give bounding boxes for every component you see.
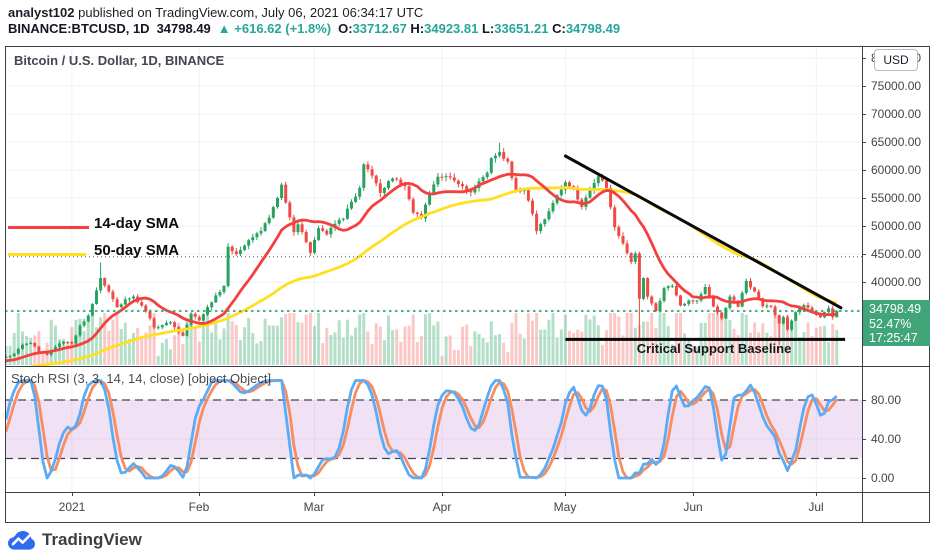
price-tick-label: 70000.00 [871,107,922,121]
byline-author: analyst102 [8,5,75,20]
time-tick-label: Jul [808,500,824,514]
sma50-legend-label: 50-day SMA [94,242,180,259]
badge-price: 34798.49 [869,302,922,316]
ohlc-values: O:33712.67 H:34923.81 L:33651.21 C:34798… [338,21,620,36]
stoch-tick-mark [862,400,866,401]
price-tick-label: 55000.00 [871,191,922,205]
time-tick-mark [199,492,200,496]
time-tick-label: Feb [188,500,210,514]
price-tick-mark [862,282,866,283]
byline-text: published on TradingView.com, July 06, 2… [74,5,424,20]
price-tick-mark [862,226,866,227]
stoch-k-line [5,379,838,480]
price-tick-label: 75000.00 [871,79,922,93]
stoch-tick-label: 40.00 [871,432,902,446]
time-tick-label: Mar [303,500,325,514]
byline: analyst102 published on TradingView.com,… [8,5,423,20]
sma14-line [5,172,838,363]
price-tick-label: 60000.00 [871,163,922,177]
price-tick-mark [862,170,866,171]
panel-border-top [5,46,930,47]
time-axis[interactable]: 2021 Feb Mar Apr May Jun Jul [5,492,862,522]
price-tick-mark [862,86,866,87]
panel-border-bottom [5,522,930,523]
time-tick-label: May [553,500,577,514]
tradingview-watermark-text: TradingView [42,530,142,549]
current-price-badge[interactable]: 34798.49 52.47% 17:25:47 [863,300,930,346]
ohlc-label: L: [481,21,495,36]
symbol-name: BINANCE:BTCUSD, 1D [8,21,150,36]
price-tick-label: 45000.00 [871,247,922,261]
badge-countdown: 17:25:47 [869,331,918,345]
price-tick-mark [862,198,866,199]
sma14-legend-label: 14-day SMA [94,215,180,232]
price-axis[interactable]: USD 80000.0075000.0070000.0065000.006000… [862,46,930,522]
price-tick-label: 40000.00 [871,275,922,289]
ohlc-value: 34923.81 [424,21,482,36]
stoch-rsi-canvas[interactable] [5,366,862,492]
time-tick-mark [72,492,73,496]
ohlc-value: 33712.67 [352,21,411,36]
stoch-tick-label: 80.00 [871,393,902,407]
stoch-tick-mark [862,478,866,479]
ohlc-value: 34798.49 [565,21,621,36]
stoch-tick-label: 0.00 [871,471,895,485]
time-tick-mark [314,492,315,496]
price-tick-mark [862,142,866,143]
panel-border-separator[interactable] [5,366,930,367]
main-chart-canvas[interactable] [5,46,862,366]
price-tick-label: 65000.00 [871,135,922,149]
time-tick-label: Apr [432,500,452,514]
panel-border-right [929,46,930,523]
price-tick-mark [862,114,866,115]
ohlc-label: H: [410,21,425,36]
panel-border-axis [5,492,930,493]
support-baseline-label[interactable]: Critical Support Baseline [636,341,792,356]
symbol-line: BINANCE:BTCUSD, 1D 34798.49 ▲ +616.62 (+1.… [8,21,620,36]
tradingview-logo-icon [8,530,35,550]
stoch-tick-mark [862,439,866,440]
time-tick-mark [442,492,443,496]
badge-percent: 52.47% [869,316,912,331]
header-change: ▲ +616.62 (+1.8%) [217,21,332,36]
support-baseline-line[interactable] [565,337,846,341]
candles [5,142,839,359]
descending-trendline[interactable] [563,154,843,310]
time-tick-mark [816,492,817,496]
indicator-label[interactable]: Stoch RSI (3, 3, 14, 14, close) [object … [11,371,272,386]
panel-border-left [5,46,6,523]
tradingview-watermark[interactable]: TradingView [8,530,142,550]
price-tick-mark [862,254,866,255]
time-tick-mark [565,492,566,496]
time-tick-label: Jun [683,500,703,514]
time-tick-label: 2021 [58,500,86,514]
price-tick-mark [862,58,866,59]
ohlc-label: O: [338,21,353,36]
sma50-legend-swatch [8,253,86,256]
ohlc-label: C: [552,21,566,36]
chart-title: Bitcoin / U.S. Dollar, 1D, BINANCE [14,53,225,68]
volume-bars [5,313,839,365]
usd-currency-button[interactable]: USD [874,49,918,71]
ohlc-value: 33651.21 [494,21,553,36]
header-last-price: 34798.49 [156,21,211,36]
sma14-legend-swatch [8,226,89,229]
price-gridlines [5,46,862,366]
time-tick-mark [693,492,694,496]
price-tick-label: 50000.00 [871,219,922,233]
panel-border-price-axis [862,46,863,523]
